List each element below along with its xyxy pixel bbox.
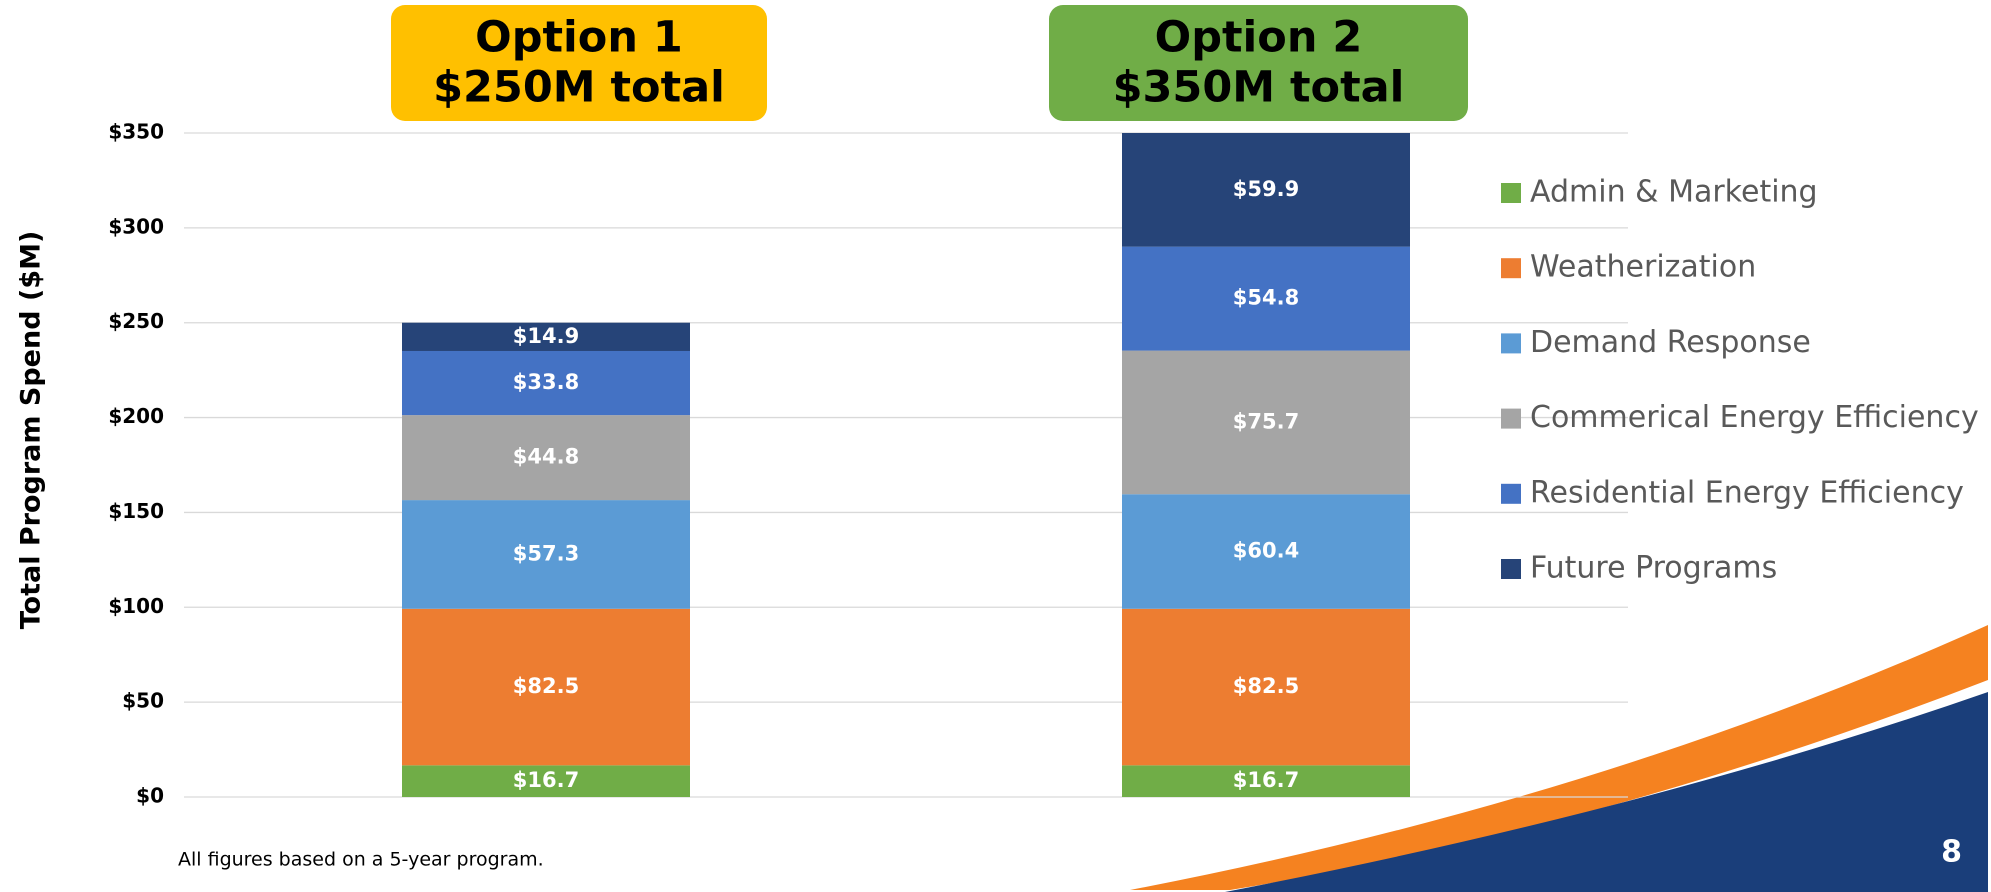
option-header-total: $350M total: [1113, 63, 1405, 113]
data-label: $14.9: [513, 324, 579, 348]
data-label: $33.8: [513, 370, 579, 394]
footnote: All figures based on a 5-year program.: [178, 849, 544, 871]
y-tick-label: $100: [108, 594, 164, 618]
y-tick-label: $250: [108, 309, 164, 333]
data-label: $82.5: [1233, 674, 1299, 698]
legend-swatch: [1501, 183, 1521, 203]
y-tick-label: $0: [136, 784, 164, 808]
option-header-title: Option 2: [1155, 13, 1363, 63]
data-label: $75.7: [1233, 409, 1299, 433]
legend-swatch: [1501, 258, 1521, 278]
y-tick-label: $300: [108, 214, 164, 238]
option-header-total: $250M total: [433, 63, 725, 113]
legend-label: Residential Energy Efficiency: [1530, 475, 1964, 510]
data-label: $59.9: [1233, 177, 1299, 201]
legend-label: Future Programs: [1530, 551, 1777, 586]
legend-label: Weatherization: [1530, 250, 1756, 285]
y-tick-label: $150: [108, 499, 164, 523]
legend-label: Admin & Marketing: [1530, 175, 1818, 210]
data-label: $16.7: [513, 768, 579, 792]
data-label: $60.4: [1233, 539, 1299, 563]
chart: Total Program Spend ($M) All figures bas…: [0, 0, 1991, 892]
legend-swatch: [1501, 333, 1521, 353]
legend-label: Commerical Energy Efficiency: [1530, 400, 1979, 435]
page-number: 8: [1941, 835, 1962, 870]
y-tick-label: $200: [108, 404, 164, 428]
data-label: $44.8: [513, 445, 579, 469]
data-label: $16.7: [1233, 768, 1299, 792]
y-tick-label: $350: [108, 120, 164, 144]
y-axis-label: Total Program Spend ($M): [16, 231, 47, 630]
option-header-title: Option 1: [475, 13, 683, 63]
legend-swatch: [1501, 559, 1521, 579]
legend-label: Demand Response: [1530, 325, 1811, 360]
legend-swatch: [1501, 484, 1521, 504]
data-label: $54.8: [1233, 286, 1299, 310]
y-tick-label: $50: [122, 689, 164, 713]
legend-swatch: [1501, 409, 1521, 429]
data-label: $57.3: [513, 541, 579, 565]
data-label: $82.5: [513, 674, 579, 698]
